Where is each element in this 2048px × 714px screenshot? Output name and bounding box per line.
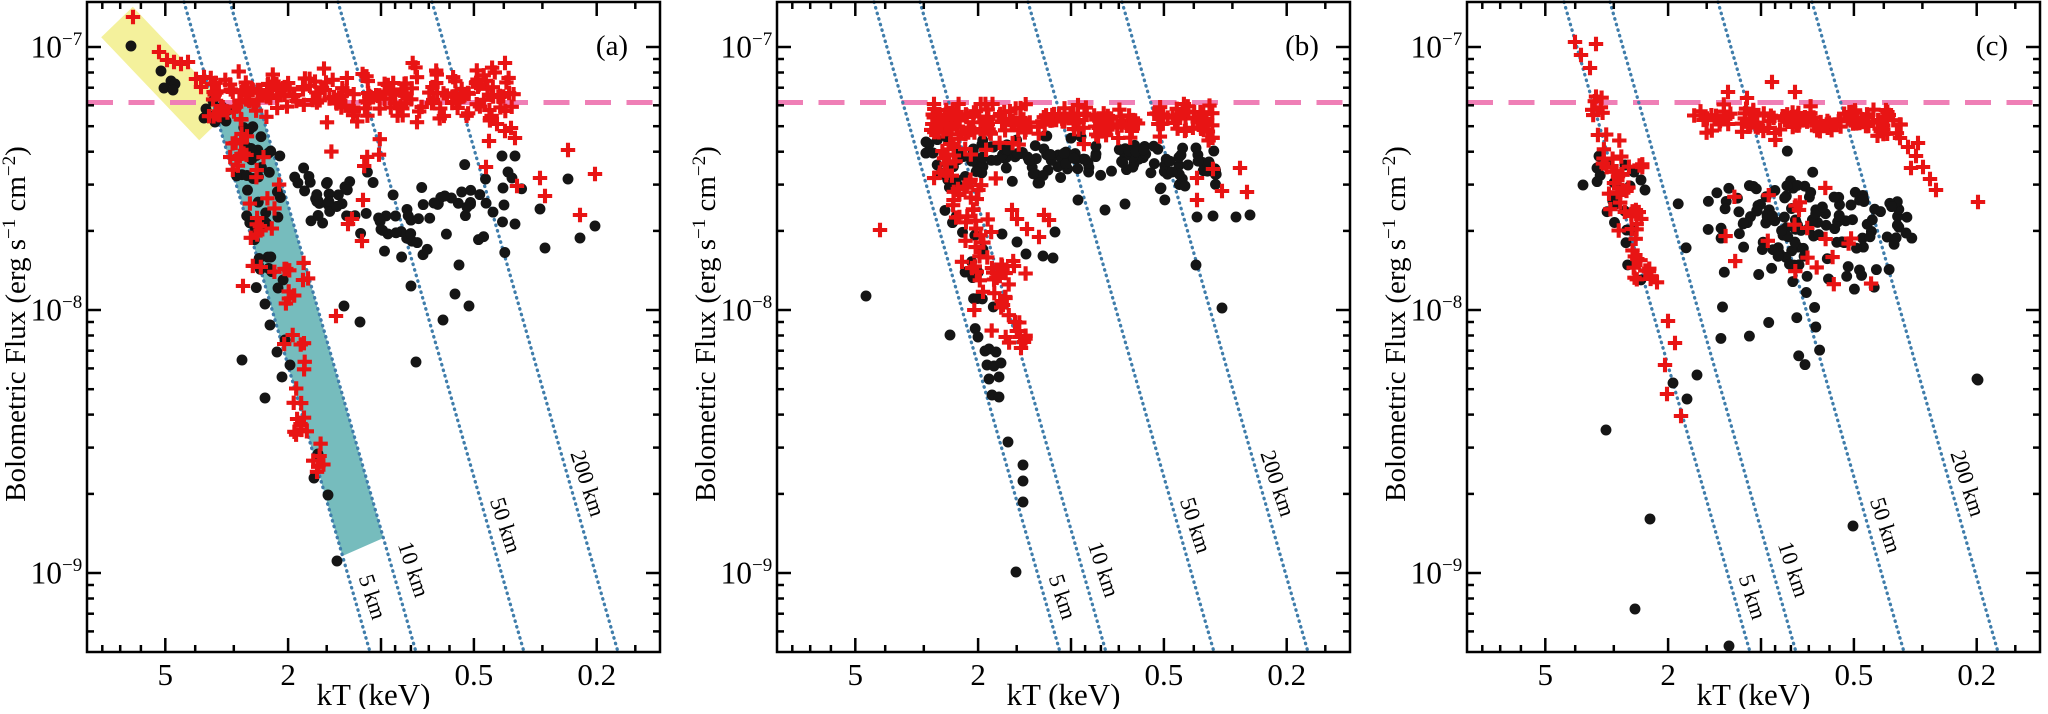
svg-text:kT (keV): kT (keV) — [1697, 677, 1811, 709]
svg-text:kT (keV): kT (keV) — [317, 677, 431, 709]
svg-text:2: 2 — [1660, 657, 1676, 692]
svg-text:10: 10 — [31, 556, 63, 591]
svg-text:−8: −8 — [62, 292, 82, 313]
svg-text:10: 10 — [31, 30, 63, 65]
svg-text:−9: −9 — [1442, 555, 1462, 576]
svg-text:10: 10 — [721, 293, 753, 328]
svg-text:(c): (c) — [1976, 30, 2008, 62]
svg-text:−7: −7 — [62, 29, 82, 50]
svg-text:2: 2 — [280, 657, 296, 692]
svg-text:5: 5 — [1538, 657, 1554, 692]
svg-text:10: 10 — [721, 556, 753, 591]
svg-text:−9: −9 — [752, 555, 772, 576]
svg-text:10: 10 — [1411, 30, 1443, 65]
svg-text:0.2: 0.2 — [1267, 657, 1306, 692]
svg-text:Bolometric Flux (erg s−1 cm−2): Bolometric Flux (erg s−1 cm−2) — [1379, 146, 1412, 502]
svg-text:Bolometric Flux (erg s−1 cm−2): Bolometric Flux (erg s−1 cm−2) — [689, 146, 722, 502]
svg-text:10: 10 — [1411, 293, 1443, 328]
svg-text:0.5: 0.5 — [1835, 657, 1874, 692]
svg-text:10: 10 — [721, 30, 753, 65]
svg-text:0.5: 0.5 — [1145, 657, 1184, 692]
svg-text:−8: −8 — [1442, 292, 1462, 313]
svg-text:0.2: 0.2 — [577, 657, 616, 692]
svg-text:−8: −8 — [752, 292, 772, 313]
svg-text:0.5: 0.5 — [455, 657, 494, 692]
svg-text:−7: −7 — [1442, 29, 1462, 50]
svg-text:2: 2 — [970, 657, 986, 692]
svg-text:5: 5 — [848, 657, 864, 692]
svg-text:10: 10 — [1411, 556, 1443, 591]
svg-text:Bolometric Flux (erg s−1 cm−2): Bolometric Flux (erg s−1 cm−2) — [0, 146, 32, 502]
svg-text:0.2: 0.2 — [1957, 657, 1996, 692]
svg-text:−9: −9 — [62, 555, 82, 576]
svg-text:−7: −7 — [752, 29, 772, 50]
svg-text:kT (keV): kT (keV) — [1007, 677, 1121, 709]
svg-text:5: 5 — [158, 657, 174, 692]
svg-text:(a): (a) — [596, 30, 628, 62]
svg-text:(b): (b) — [1285, 30, 1319, 62]
svg-text:10: 10 — [31, 293, 63, 328]
